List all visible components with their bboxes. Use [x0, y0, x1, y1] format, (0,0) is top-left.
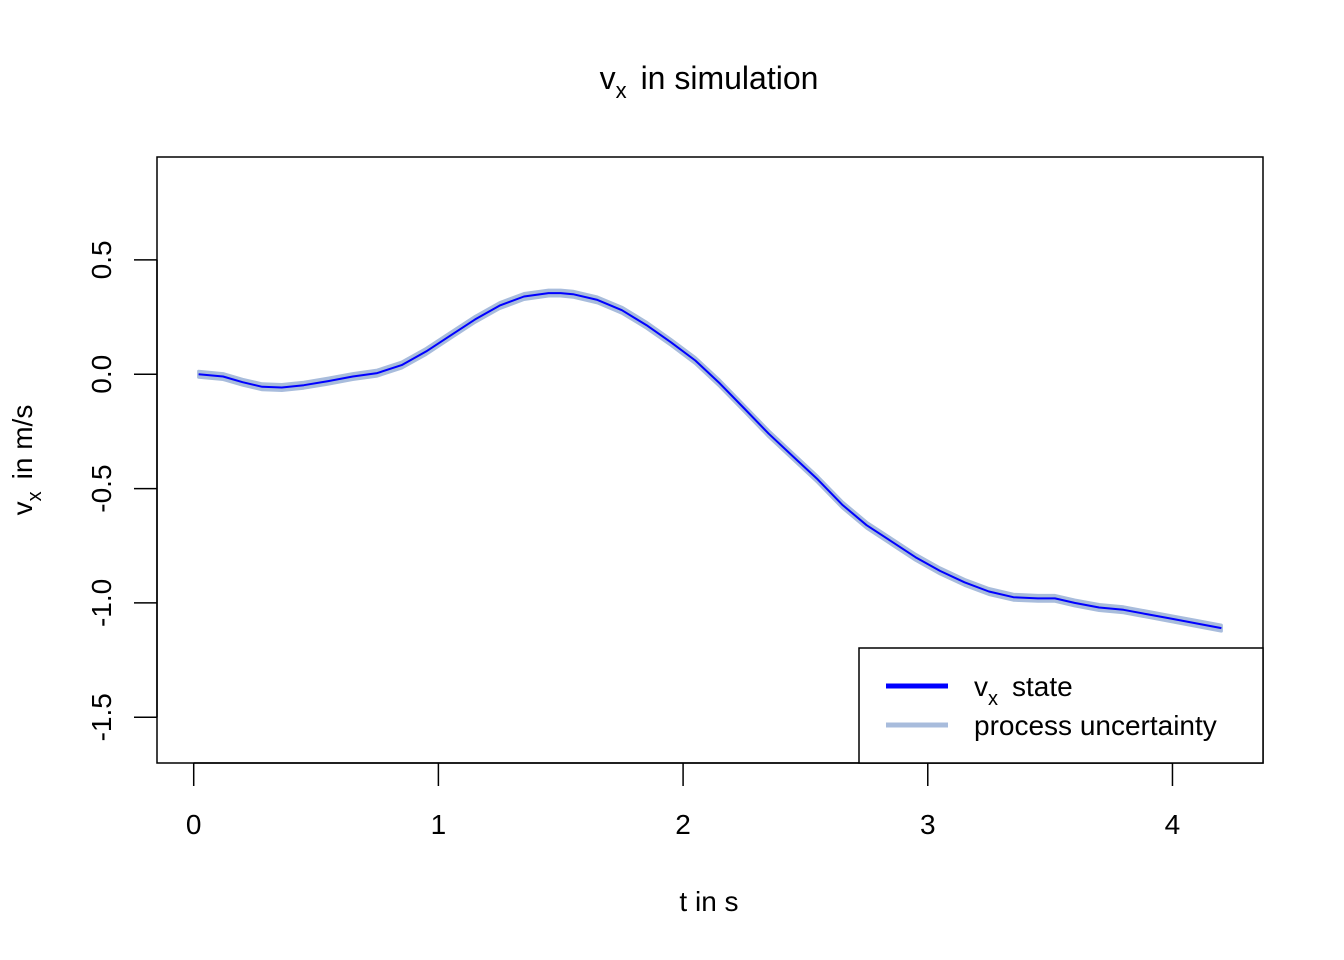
series-state-line [198, 292, 1222, 630]
legend-state-label: vx state [974, 671, 1073, 710]
y-axis-label: vxin m/s [7, 405, 46, 516]
series-layer [197, 288, 1223, 633]
x-tick-label: 2 [675, 809, 691, 840]
legend-box [858, 647, 1264, 764]
y-tick-label: 0.5 [86, 240, 117, 279]
y-tick-label: 0.0 [86, 355, 117, 394]
legend: vx state process uncertainty [858, 647, 1264, 764]
legend-uncertainty-label: process uncertainty [974, 710, 1217, 741]
series-uncertainty-band [197, 288, 1223, 633]
y-tick-label: -1.0 [86, 579, 117, 627]
x-tick-label: 1 [431, 809, 447, 840]
x-axis: 0 1 2 3 4 [186, 762, 1181, 840]
y-tick-label: -1.5 [86, 693, 117, 741]
x-tick-label: 3 [920, 809, 936, 840]
y-axis: 0.5 0.0 -0.5 -1.0 -1.5 [86, 240, 158, 741]
x-tick-label: 0 [186, 809, 202, 840]
chart-title: vx in simulation [600, 60, 819, 103]
y-tick-label: -0.5 [86, 464, 117, 512]
x-axis-label: t in s [679, 886, 738, 917]
x-tick-label: 4 [1165, 809, 1181, 840]
